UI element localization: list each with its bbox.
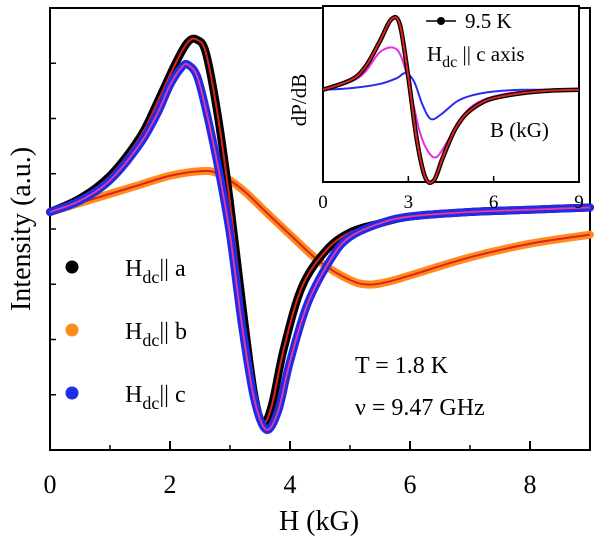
main-x-tick-label: 4	[284, 470, 297, 499]
main-x-tick-label: 0	[44, 470, 57, 499]
main-x-tick-label: 2	[164, 470, 177, 499]
legend-label-a: Hdc|| a	[125, 256, 186, 287]
inset-legend-label: 9.5 K	[465, 9, 512, 33]
legend-item-c: Hdc|| c	[65, 382, 186, 413]
inset-legend: 9.5 K	[426, 9, 512, 33]
main-x-tick-label: 8	[524, 470, 537, 499]
legend-label-b: Hdc|| b	[125, 319, 187, 350]
legend-marker-b	[65, 323, 79, 337]
main-x-tick-label: 6	[404, 470, 417, 499]
inset-x-tick-label: 0	[318, 192, 328, 213]
inset-x-tick-label: 9	[574, 192, 584, 213]
inset-x-tick-label: 6	[489, 192, 499, 213]
inset-frame-bg	[322, 5, 580, 183]
legend-label-c: Hdc|| c	[125, 382, 186, 413]
inset-y-axis-label: dP/dB	[287, 74, 311, 127]
main-plot-area	[46, 34, 594, 434]
legend-marker-a	[65, 260, 79, 274]
inset-chart: 0 3 6 9 dP/dB B (kG) 9.5 K Hdc || c axis	[287, 5, 584, 213]
main-y-axis-label: Intensity (a.u.)	[6, 147, 37, 311]
inset-plot-area	[322, 14, 580, 186]
legend-marker-c	[65, 386, 79, 400]
main-legend: Hdc|| a Hdc|| b Hdc|| c	[65, 256, 187, 413]
inset-legend-marker	[437, 17, 445, 25]
main-x-ticks: 0 2 4 6 8	[44, 7, 537, 499]
inset-field-annotation: Hdc || c axis	[427, 42, 525, 71]
inset-x-tick-label: 3	[404, 192, 414, 213]
fit-curve-1	[49, 169, 591, 286]
frequency-annotation: ν = 9.47 GHz	[355, 395, 485, 421]
legend-item-b: Hdc|| b	[65, 319, 187, 350]
main-x-axis-label: H (kG)	[279, 506, 359, 537]
inset-x-ticks: 0 3 6 9	[318, 176, 584, 213]
fit-curve-c-overlay	[49, 63, 591, 431]
inset-x-axis-label: B (kG)	[490, 118, 549, 142]
inset-series-3	[322, 72, 579, 121]
legend-item-a: Hdc|| a	[65, 256, 186, 287]
temperature-annotation: T = 1.8 K	[355, 353, 449, 379]
inset-series-1	[322, 16, 580, 184]
